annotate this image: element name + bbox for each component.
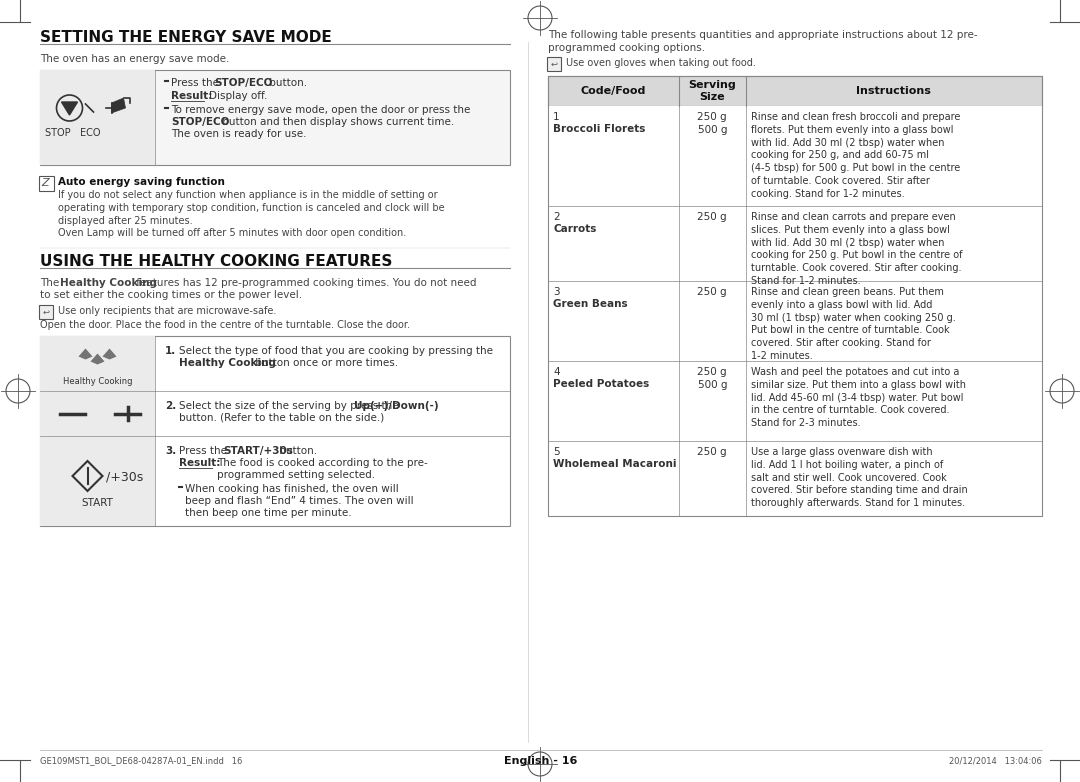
Text: 2.: 2. bbox=[165, 401, 176, 411]
Text: ↩: ↩ bbox=[551, 59, 557, 69]
Text: Use a large glass ovenware dish with
lid. Add 1 l hot boiling water, a pinch of
: Use a large glass ovenware dish with lid… bbox=[751, 447, 968, 508]
FancyBboxPatch shape bbox=[40, 70, 156, 165]
Text: Healthy Cooking: Healthy Cooking bbox=[63, 376, 132, 386]
Text: GE109MST1_BOL_DE68-04287A-01_EN.indd   16: GE109MST1_BOL_DE68-04287A-01_EN.indd 16 bbox=[40, 756, 242, 765]
FancyBboxPatch shape bbox=[548, 106, 1042, 206]
Text: 1: 1 bbox=[553, 112, 559, 122]
Text: ↩: ↩ bbox=[42, 307, 50, 317]
Text: Up(+)/Down(-): Up(+)/Down(-) bbox=[354, 401, 438, 411]
Text: Peeled Potatoes: Peeled Potatoes bbox=[553, 379, 649, 389]
FancyBboxPatch shape bbox=[548, 206, 1042, 281]
Text: Code/Food: Code/Food bbox=[581, 86, 646, 96]
Text: Result:: Result: bbox=[179, 458, 220, 468]
Text: button and then display shows current time.: button and then display shows current ti… bbox=[219, 117, 455, 127]
Text: 1.: 1. bbox=[165, 346, 176, 356]
Text: beep and flash “End” 4 times. The oven will: beep and flash “End” 4 times. The oven w… bbox=[185, 496, 414, 506]
Text: 3: 3 bbox=[553, 287, 559, 297]
Text: Z: Z bbox=[41, 178, 49, 188]
Text: button once or more times.: button once or more times. bbox=[252, 358, 399, 368]
Text: STOP/ECO: STOP/ECO bbox=[171, 117, 229, 127]
Text: The food is cooked according to the pre-: The food is cooked according to the pre- bbox=[217, 458, 428, 468]
Text: Press the: Press the bbox=[179, 446, 230, 456]
Text: 5: 5 bbox=[553, 447, 559, 457]
Text: 250 g: 250 g bbox=[698, 212, 727, 222]
Text: 250 g: 250 g bbox=[698, 367, 727, 377]
Text: button.: button. bbox=[276, 446, 318, 456]
Text: 250 g: 250 g bbox=[698, 447, 727, 457]
Text: button. (Refer to the table on the side.): button. (Refer to the table on the side.… bbox=[179, 413, 384, 423]
Text: Auto energy saving function: Auto energy saving function bbox=[58, 177, 225, 187]
Text: STOP/ECO: STOP/ECO bbox=[214, 78, 272, 88]
Text: Rinse and clean carrots and prepare even
slices. Put them evenly into a glass bo: Rinse and clean carrots and prepare even… bbox=[751, 212, 962, 286]
FancyBboxPatch shape bbox=[40, 336, 510, 526]
Text: Serving
Size: Serving Size bbox=[688, 80, 737, 102]
Text: Carrots: Carrots bbox=[553, 224, 596, 234]
Text: To remove energy save mode, open the door or press the: To remove energy save mode, open the doo… bbox=[171, 105, 471, 115]
Text: 250 g: 250 g bbox=[698, 287, 727, 297]
FancyBboxPatch shape bbox=[548, 281, 1042, 361]
FancyBboxPatch shape bbox=[546, 57, 561, 71]
Text: Select the type of food that you are cooking by pressing the: Select the type of food that you are coo… bbox=[179, 346, 492, 356]
Polygon shape bbox=[79, 349, 93, 360]
Text: USING THE HEALTHY COOKING FEATURES: USING THE HEALTHY COOKING FEATURES bbox=[40, 254, 392, 269]
Text: 3.: 3. bbox=[165, 446, 176, 456]
Text: button.: button. bbox=[266, 78, 307, 88]
Text: The oven has an energy save mode.: The oven has an energy save mode. bbox=[40, 54, 229, 64]
Text: then beep one time per minute.: then beep one time per minute. bbox=[185, 508, 352, 518]
Text: 500 g: 500 g bbox=[698, 380, 727, 390]
FancyBboxPatch shape bbox=[40, 391, 156, 436]
Text: The following table presents quantities and appropriate instructions about 12 pr: The following table presents quantities … bbox=[548, 30, 977, 53]
Polygon shape bbox=[91, 353, 105, 364]
Text: If you do not select any function when appliance is in the middle of setting or
: If you do not select any function when a… bbox=[58, 190, 445, 227]
FancyBboxPatch shape bbox=[548, 361, 1042, 441]
Text: The: The bbox=[40, 278, 63, 288]
Text: 500 g: 500 g bbox=[698, 125, 727, 135]
Text: 20/12/2014   13:04:06: 20/12/2014 13:04:06 bbox=[949, 756, 1042, 765]
Text: 250 g: 250 g bbox=[698, 112, 727, 122]
FancyBboxPatch shape bbox=[40, 436, 156, 526]
Text: SETTING THE ENERGY SAVE MODE: SETTING THE ENERGY SAVE MODE bbox=[40, 30, 332, 45]
Text: 2: 2 bbox=[553, 212, 559, 222]
Text: START/+30s: START/+30s bbox=[222, 446, 293, 456]
Text: Healthy Cooking: Healthy Cooking bbox=[179, 358, 276, 368]
Text: Use only recipients that are microwave-safe.: Use only recipients that are microwave-s… bbox=[58, 306, 276, 316]
FancyBboxPatch shape bbox=[40, 336, 156, 391]
Text: Press the: Press the bbox=[171, 78, 222, 88]
Text: programmed setting selected.: programmed setting selected. bbox=[217, 470, 375, 480]
Polygon shape bbox=[62, 102, 78, 115]
Text: When cooking has finished, the oven will: When cooking has finished, the oven will bbox=[185, 484, 399, 494]
Text: Healthy Cooking: Healthy Cooking bbox=[60, 278, 157, 288]
Text: Select the size of the serving by press the: Select the size of the serving by press … bbox=[179, 401, 402, 411]
FancyBboxPatch shape bbox=[548, 76, 1042, 106]
Text: START: START bbox=[82, 498, 113, 508]
FancyBboxPatch shape bbox=[39, 176, 54, 191]
Text: Instructions: Instructions bbox=[856, 86, 931, 96]
Text: to set either the cooking times or the power level.: to set either the cooking times or the p… bbox=[40, 290, 302, 300]
Polygon shape bbox=[103, 349, 117, 360]
Text: English - 16: English - 16 bbox=[504, 756, 578, 766]
Text: The oven is ready for use.: The oven is ready for use. bbox=[171, 129, 307, 139]
Text: Wash and peel the potatoes and cut into a
similar size. Put them into a glass bo: Wash and peel the potatoes and cut into … bbox=[751, 367, 966, 429]
Text: Open the door. Place the food in the centre of the turntable. Close the door.: Open the door. Place the food in the cen… bbox=[40, 320, 410, 330]
Text: Green Beans: Green Beans bbox=[553, 299, 627, 309]
FancyBboxPatch shape bbox=[40, 70, 510, 165]
Text: Display off.: Display off. bbox=[210, 91, 268, 101]
FancyBboxPatch shape bbox=[548, 441, 1042, 516]
Text: Result:: Result: bbox=[171, 91, 213, 101]
Text: STOP   ECO: STOP ECO bbox=[44, 128, 100, 138]
Text: Wholemeal Macaroni: Wholemeal Macaroni bbox=[553, 459, 676, 469]
Text: Rinse and clean fresh broccoli and prepare
florets. Put them evenly into a glass: Rinse and clean fresh broccoli and prepa… bbox=[751, 112, 960, 199]
Text: 4: 4 bbox=[553, 367, 559, 377]
Text: Rinse and clean green beans. Put them
evenly into a glass bowl with lid. Add
30 : Rinse and clean green beans. Put them ev… bbox=[751, 287, 956, 361]
Text: features has 12 pre-programmed cooking times. You do not need: features has 12 pre-programmed cooking t… bbox=[133, 278, 476, 288]
Text: Broccoli Florets: Broccoli Florets bbox=[553, 124, 646, 134]
Text: Oven Lamp will be turned off after 5 minutes with door open condition.: Oven Lamp will be turned off after 5 min… bbox=[58, 228, 406, 238]
Text: /+30s: /+30s bbox=[106, 471, 143, 484]
Polygon shape bbox=[111, 98, 125, 113]
Text: Use oven gloves when taking out food.: Use oven gloves when taking out food. bbox=[566, 58, 756, 68]
FancyBboxPatch shape bbox=[39, 305, 53, 319]
